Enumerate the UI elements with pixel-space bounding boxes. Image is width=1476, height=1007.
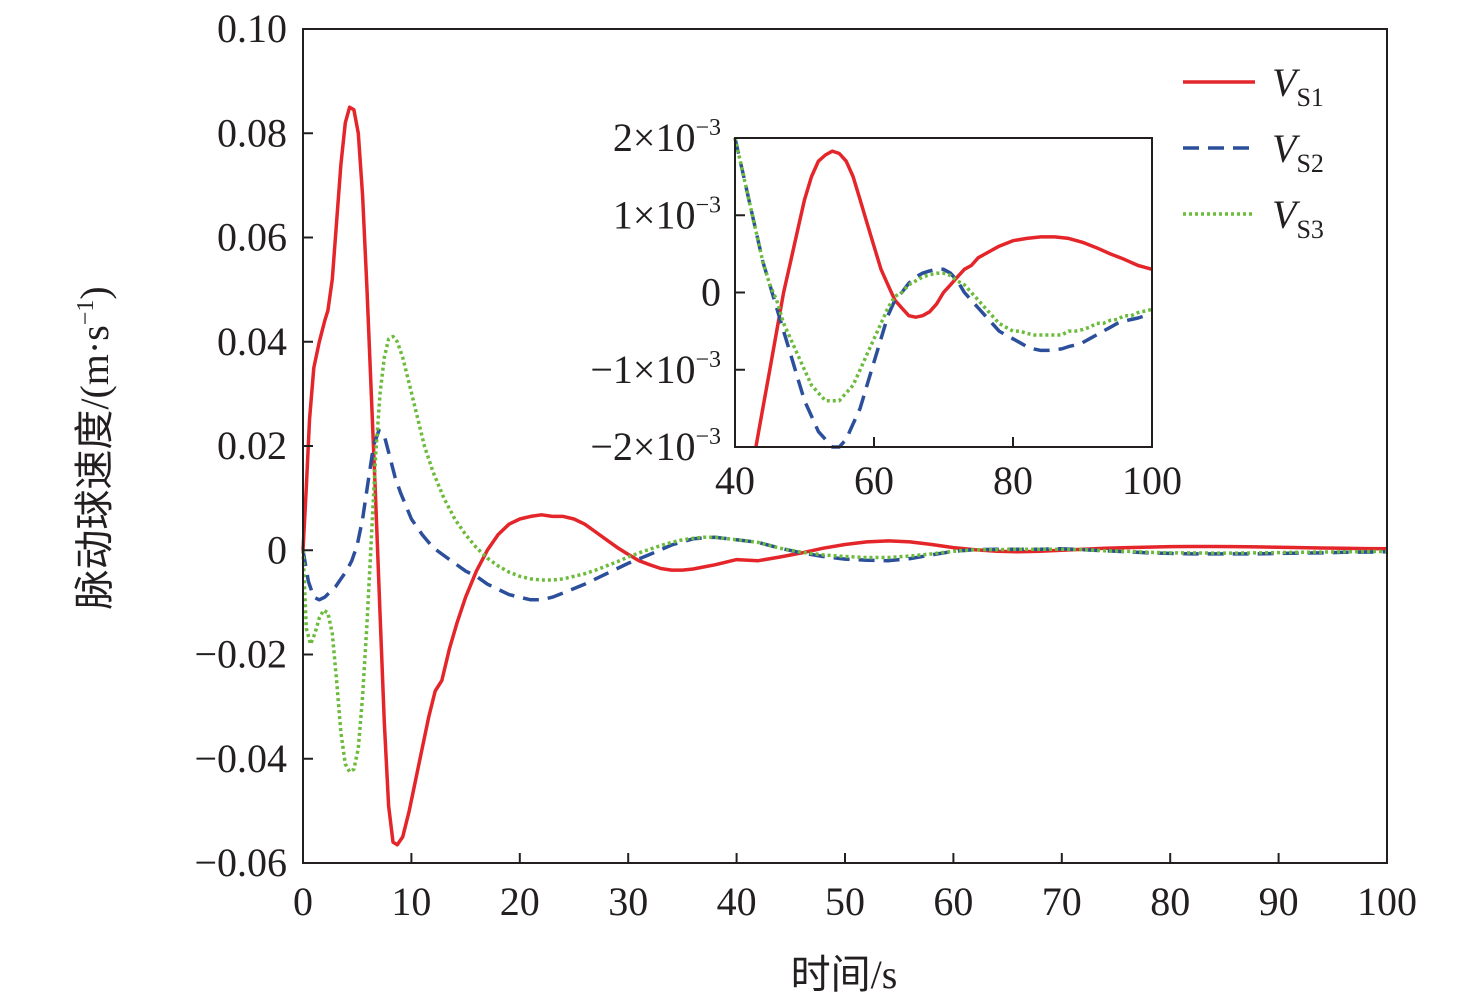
y-axis-title: 脉动球速度/(m·s−1) [72, 286, 117, 609]
inset-y-tick-exponent: −3 [695, 347, 721, 373]
inset-y-ticks: −2×10−3−1×10−301×10−32×10−3 [590, 115, 745, 469]
main-series-line-s2 [301, 428, 1388, 602]
main-y-tick-label: −0.06 [194, 840, 287, 885]
main-series-layer [301, 105, 1388, 847]
main-x-tick-label: 30 [608, 879, 648, 924]
inset-y-tick-exponent: −3 [695, 192, 721, 218]
main-x-tick-label: 70 [1042, 879, 1082, 924]
main-x-ticks: 0 10 20 30 40 50 60 70 80 90 100 [293, 853, 1417, 924]
inset-y-tick-mantissa: 1×10 [613, 192, 696, 237]
legend-label-var: V [1272, 60, 1301, 105]
legend-label-s2: VS2 [1272, 126, 1324, 178]
main-x-tick-label: 10 [391, 879, 431, 924]
main-plot: 0 10 20 30 40 50 60 70 80 90 100 −0.06−0.04−0.0200… [194, 6, 1417, 924]
main-x-tick-label: 90 [1259, 879, 1299, 924]
inset-y-tick-label: 2×10−3 [613, 115, 721, 160]
main-x-tick-label: 20 [500, 879, 540, 924]
x-axis-title: 时间/s [791, 952, 898, 997]
inset-y-tick-label: −1×10−3 [590, 347, 721, 392]
main-y-tick-label: 0.02 [217, 423, 287, 468]
inset-y-tick-label: 1×10−3 [613, 192, 721, 237]
inset-series-line-s2 [733, 137, 1153, 449]
inset-x-tick-label: 80 [993, 458, 1033, 503]
inset-x-ticks: 40 60 80 100 [715, 437, 1182, 503]
inset-x-tick-label: 60 [854, 458, 894, 503]
main-x-tick-label: 100 [1357, 879, 1417, 924]
inset-series-layer [733, 137, 1153, 449]
main-x-tick-label: 40 [717, 879, 757, 924]
main-y-tick-label: −0.04 [194, 736, 287, 781]
y-axis-title-close: ) [72, 286, 117, 299]
main-y-tick-label: 0.10 [217, 6, 287, 51]
main-plot-frame [302, 28, 1388, 864]
inset-y-tick-exponent: −3 [695, 115, 721, 141]
main-y-tick-label: 0.04 [217, 319, 287, 364]
inset-plot: 40 60 80 100 −2×10−3−1×10−301×10−32×10−3 [590, 115, 1182, 503]
inset-y-tick-label: 0 [701, 270, 721, 315]
main-y-tick-label: −0.02 [194, 632, 287, 677]
inset-x-tick-label: 40 [715, 458, 755, 503]
legend-label-sub: S3 [1296, 215, 1323, 244]
legend-label-var: V [1272, 192, 1301, 237]
inset-y-tick-mantissa: 2×10 [613, 115, 696, 160]
inset-y-tick-mantissa: −2×10 [590, 424, 695, 469]
main-series-line-s3 [301, 334, 1388, 774]
legend-label-var: V [1272, 126, 1301, 171]
inset-y-tick-mantissa: 0 [701, 270, 721, 315]
legend-label-sub: S2 [1296, 149, 1323, 178]
inset-y-tick-exponent: −3 [695, 424, 721, 450]
main-x-tick-label: 60 [933, 879, 973, 924]
inset-y-tick-mantissa: −1×10 [590, 347, 695, 392]
legend-label-sub: S1 [1296, 83, 1323, 112]
main-x-tick-label: 0 [293, 879, 313, 924]
main-x-tick-label: 50 [825, 879, 865, 924]
inset-series-line-s1 [754, 149, 1153, 448]
main-y-tick-label: 0 [267, 527, 287, 572]
y-axis-title-superscript: −1 [73, 300, 99, 326]
inset-plot-frame [734, 137, 1153, 448]
main-y-tick-label: 0.06 [217, 215, 287, 260]
inset-series-line-s3 [733, 137, 1153, 403]
main-y-ticks: −0.06 −0.04 −0.02 0 0.02 0.04 0.06 0.08 0.10 [194, 6, 313, 885]
legend-label-s1: VS1 [1272, 60, 1324, 112]
inset-y-tick-label: −2×10−3 [590, 424, 721, 469]
main-y-tick-label: 0.08 [217, 110, 287, 155]
y-axis-title-main: 脉动球速度/(m·s [72, 325, 117, 609]
main-x-tick-label: 80 [1150, 879, 1190, 924]
legend-label-s3: VS3 [1272, 192, 1324, 244]
inset-x-tick-label: 100 [1122, 458, 1182, 503]
